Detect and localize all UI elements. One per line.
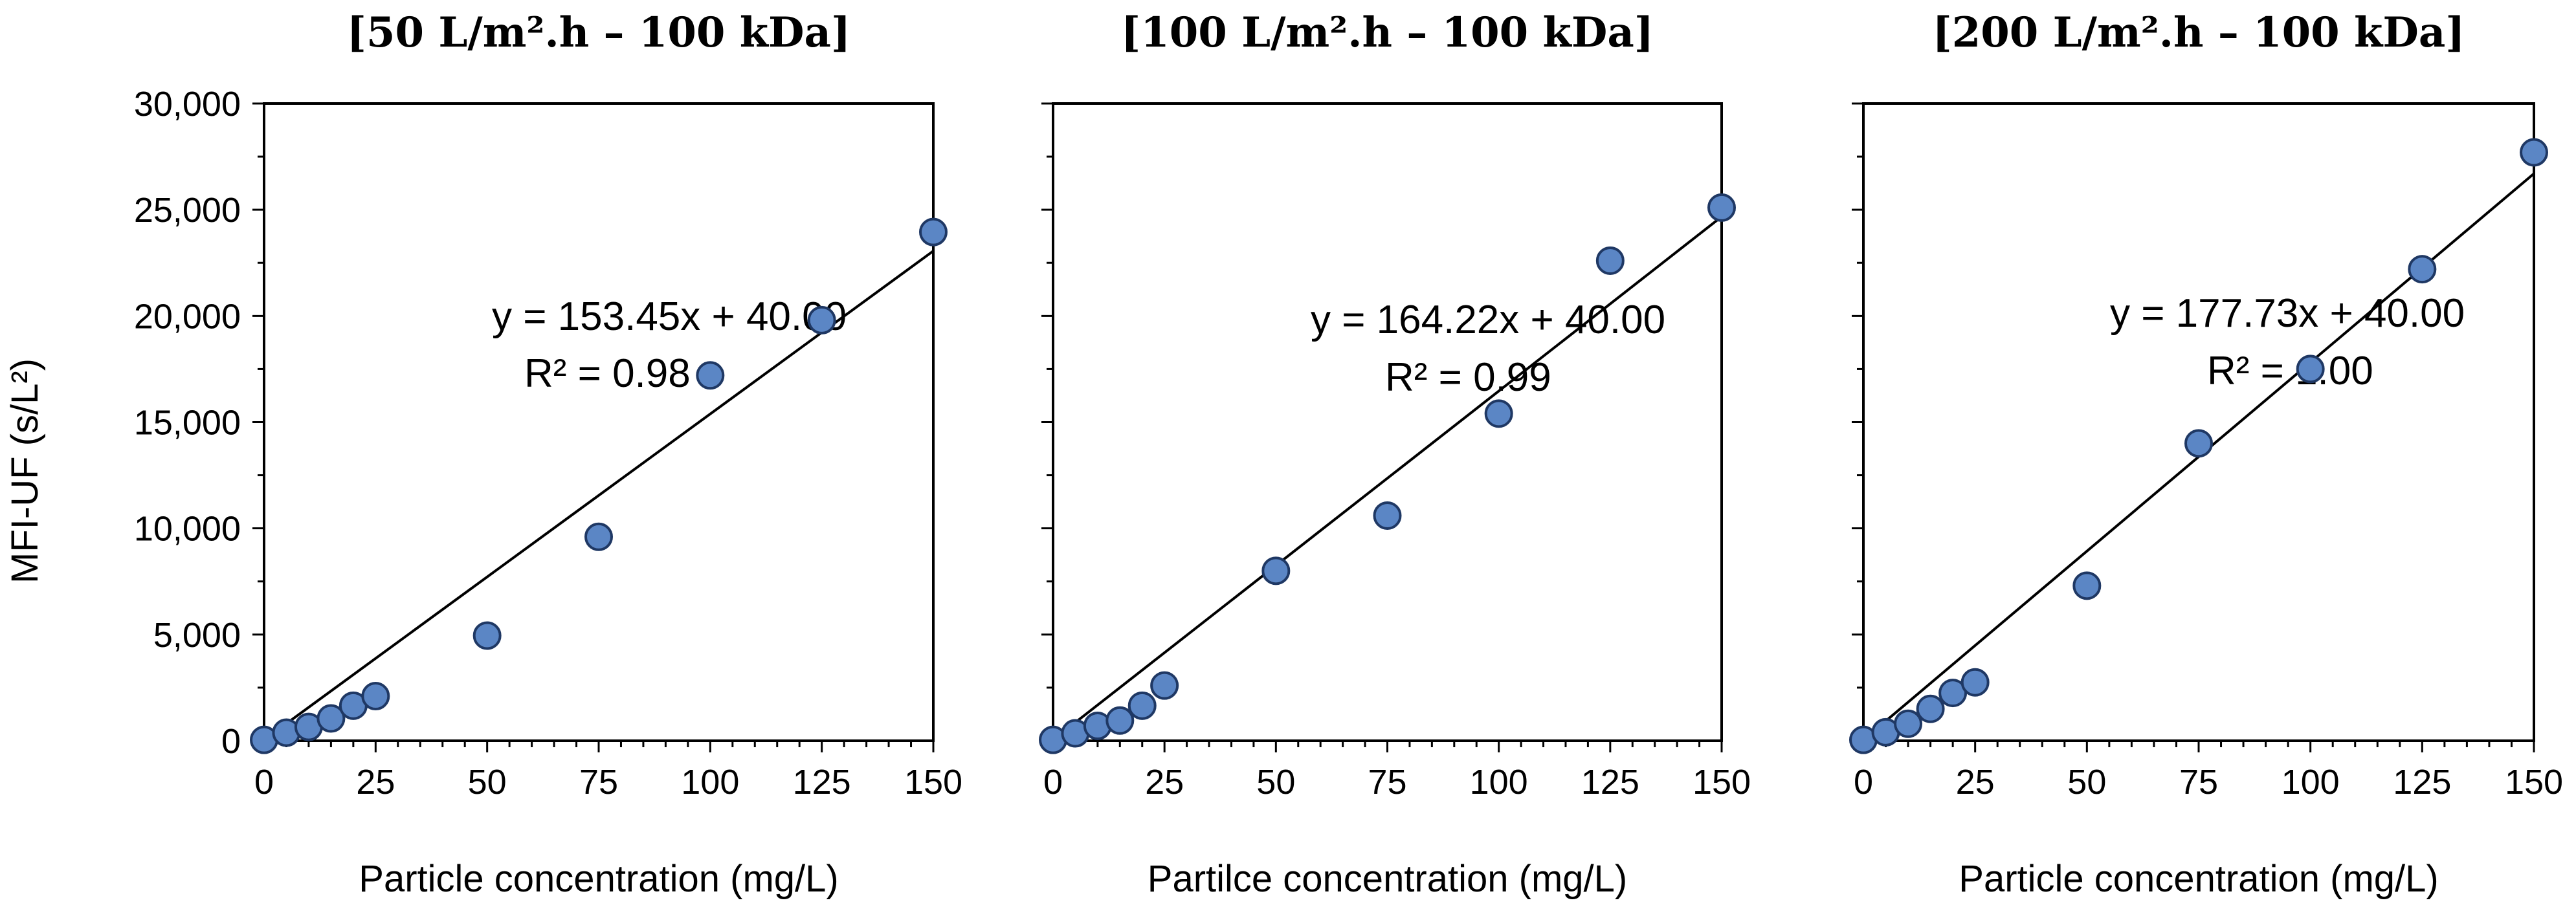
data-point bbox=[1261, 556, 1291, 585]
data-point bbox=[1960, 668, 1990, 697]
chart-panel-1: [50 L/m².h – 100 kDa] 0 5,000 10,000 15,000 2… bbox=[134, 8, 962, 900]
data-point bbox=[1105, 706, 1135, 735]
y-tick-label: 5,000 bbox=[153, 616, 241, 655]
x-tick-label: 25 bbox=[356, 763, 395, 802]
data-point bbox=[1150, 671, 1179, 700]
r-squared-label: R² = 0.99 bbox=[1385, 355, 1551, 400]
x-tick-label: 25 bbox=[1145, 763, 1184, 802]
trendline-equation: y = 153.45x + 40.00 bbox=[492, 294, 847, 339]
chart-title: [50 L/m².h – 100 kDa] bbox=[347, 8, 851, 57]
y-tick-label: 0 bbox=[221, 722, 241, 761]
chart-panels: [50 L/m².h – 100 kDa] 0 5,000 10,000 15,000 2… bbox=[134, 8, 2563, 900]
data-point bbox=[1373, 501, 1402, 530]
data-point bbox=[1707, 193, 1736, 222]
data-point bbox=[2408, 255, 2437, 284]
x-tick-label: 150 bbox=[904, 763, 962, 802]
data-point bbox=[316, 704, 346, 733]
x-axis-label: Particle concentration (mg/L) bbox=[1959, 858, 2438, 900]
x-tick-label: 100 bbox=[681, 763, 739, 802]
x-tick-label: 50 bbox=[2067, 763, 2106, 802]
chart-title: [200 L/m².h – 100 kDa] bbox=[1932, 8, 2465, 57]
x-tick-label: 125 bbox=[2393, 763, 2451, 802]
x-tick-label: 0 bbox=[1043, 763, 1063, 802]
r-squared-label: R² = 1.00 bbox=[2207, 349, 2373, 393]
plot-frame bbox=[1862, 102, 2535, 742]
data-point bbox=[472, 621, 502, 650]
data-point bbox=[361, 682, 390, 711]
y-tick-label: 15,000 bbox=[134, 404, 241, 443]
x-tick-label: 75 bbox=[579, 763, 618, 802]
data-point bbox=[696, 361, 725, 390]
x-tick-label: 50 bbox=[468, 763, 507, 802]
r-squared-label: R² = 0.98 bbox=[524, 351, 691, 396]
chart-panel-2: [100 L/m².h – 100 kDa] 0 25 50 75 100 125 150 Pa… bbox=[1039, 8, 1751, 900]
x-tick-label: 75 bbox=[2179, 763, 2218, 802]
data-point bbox=[1916, 694, 1945, 723]
data-point bbox=[2184, 429, 2213, 458]
x-tick-label: 75 bbox=[1368, 763, 1406, 802]
chart-title: [100 L/m².h – 100 kDa] bbox=[1121, 8, 1654, 57]
trendline bbox=[1052, 215, 1723, 741]
y-tick-label: 25,000 bbox=[134, 191, 241, 230]
x-axis-label: Partilce concentration (mg/L) bbox=[1148, 858, 1627, 900]
data-point bbox=[1894, 709, 1923, 738]
x-axis-label: Particle concentration (mg/L) bbox=[359, 858, 838, 900]
data-point bbox=[919, 217, 948, 246]
plot-frame bbox=[1052, 102, 1723, 742]
y-axis-label: MFI-UF (s/L²) bbox=[4, 358, 46, 584]
x-tick-label: 50 bbox=[1256, 763, 1295, 802]
x-tick-label: 125 bbox=[793, 763, 851, 802]
chart-panel-3: [200 L/m².h – 100 kDa] 0 25 50 75 100 125 150 Pa… bbox=[1849, 8, 2563, 900]
trendline-equation: y = 164.22x + 40.00 bbox=[1311, 298, 1665, 342]
x-tick-label: 0 bbox=[1854, 763, 1873, 802]
x-tick-label: 0 bbox=[254, 763, 274, 802]
y-tick-label: 30,000 bbox=[134, 85, 241, 124]
y-tick-label: 20,000 bbox=[134, 297, 241, 336]
x-tick-label: 25 bbox=[1956, 763, 1995, 802]
x-tick-label: 150 bbox=[2505, 763, 2563, 802]
data-point bbox=[2520, 138, 2548, 167]
trendline-equation: y = 177.73x + 40.00 bbox=[2110, 291, 2465, 336]
data-point bbox=[2296, 355, 2325, 384]
data-point bbox=[1484, 399, 1513, 428]
data-point bbox=[2072, 571, 2102, 600]
plot-frame bbox=[263, 102, 935, 742]
x-tick-label: 100 bbox=[2282, 763, 2340, 802]
data-point bbox=[807, 305, 836, 334]
data-point bbox=[1127, 691, 1157, 720]
data-point bbox=[1595, 246, 1625, 275]
x-tick-label: 100 bbox=[1470, 763, 1528, 802]
data-point bbox=[584, 522, 613, 551]
x-tick-label: 125 bbox=[1581, 763, 1639, 802]
x-tick-label: 150 bbox=[1693, 763, 1751, 802]
y-tick-label: 10,000 bbox=[134, 510, 241, 549]
